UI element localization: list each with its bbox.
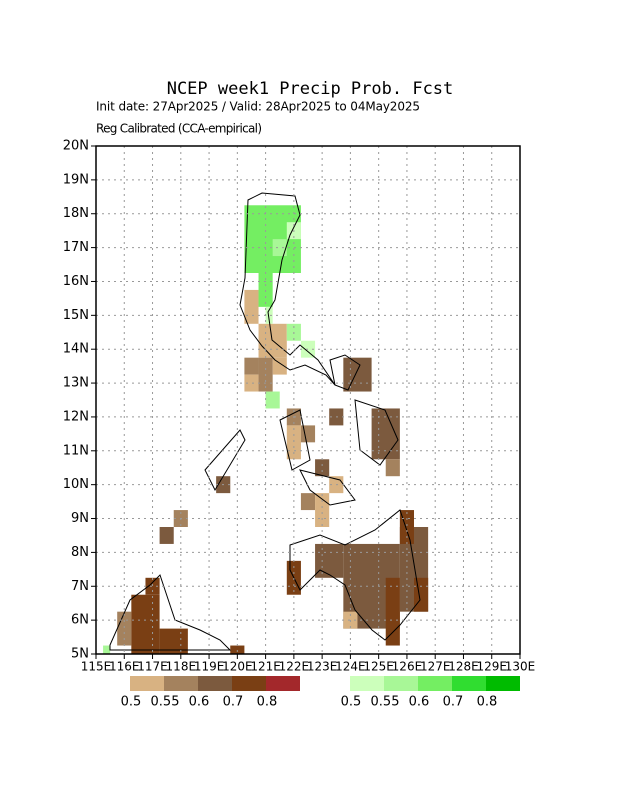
y-tick-label: 19N	[63, 172, 89, 187]
colorbar-swatch	[452, 676, 486, 691]
prob-cell	[272, 239, 287, 257]
colorbar-swatch	[198, 676, 232, 691]
colorbar-label: 0.5	[121, 695, 142, 710]
colorbar-label: 0.7	[443, 695, 464, 710]
y-tick-label: 11N	[63, 443, 89, 458]
x-tick-label: 121E	[250, 660, 281, 674]
chart-title: NCEP week1 Precip Prob. Fcst	[167, 79, 454, 99]
x-tick-label: 122E	[279, 660, 310, 674]
x-tick-label: 128E	[448, 660, 479, 674]
note: Reg Calibrated (CCA-empirical)	[96, 122, 262, 136]
subtitle: Init date: 27Apr2025 / Valid: 28Apr2025 …	[96, 100, 420, 114]
x-tick-label: 118E	[166, 660, 197, 674]
x-tick-label: 125E	[363, 660, 394, 674]
prob-cell	[258, 273, 273, 307]
colorbar-swatch	[232, 676, 266, 691]
colorbar-swatch	[164, 676, 198, 691]
y-tick-label: 13N	[63, 376, 89, 391]
y-tick-label: 20N	[63, 139, 89, 154]
prob-cell	[315, 543, 344, 578]
prob-cell	[244, 357, 259, 375]
colorbar-label: 0.55	[151, 695, 180, 710]
y-tick-label: 10N	[63, 477, 89, 492]
y-tick-label: 8N	[71, 545, 89, 560]
colorbar-swatch	[266, 676, 300, 691]
colorbar-label: 0.6	[409, 695, 430, 710]
prob-cell	[315, 459, 330, 477]
prob-cell	[265, 391, 280, 409]
prob-cell	[159, 527, 174, 544]
y-tick-label: 5N	[71, 647, 89, 662]
colorbar-label: 0.6	[189, 695, 210, 710]
x-tick-label: 115E	[81, 660, 112, 674]
prob-cell	[385, 459, 400, 477]
colorbar-label: 0.8	[477, 695, 498, 710]
y-tick-label: 18N	[63, 206, 89, 221]
x-tick-label: 126E	[392, 660, 423, 674]
colorbar-label: 0.7	[223, 695, 244, 710]
colorbar-swatch	[130, 676, 164, 691]
prob-cell	[286, 425, 301, 460]
prob-cell	[131, 594, 160, 654]
coastline	[109, 192, 421, 651]
prob-cell	[385, 577, 400, 646]
y-tick-label: 14N	[63, 342, 89, 357]
y-tick-label: 9N	[71, 511, 89, 526]
y-tick-label: 15N	[63, 308, 89, 323]
prob-cell	[103, 645, 111, 654]
colorbar-swatch	[418, 676, 452, 691]
colorbar-label: 0.5	[341, 695, 362, 710]
x-tick-label: 127E	[420, 660, 451, 674]
plot-frame	[95, 145, 521, 655]
prob-cell	[117, 611, 132, 646]
colorbar-label: 0.8	[257, 695, 278, 710]
x-tick-label: 120E	[222, 660, 253, 674]
y-tick-label: 12N	[63, 409, 89, 424]
colorbar-swatch	[384, 676, 418, 691]
x-tick-label: 129E	[476, 660, 507, 674]
prob-cell	[414, 577, 429, 612]
y-tick-label: 16N	[63, 274, 89, 289]
colorbar-label: 0.55	[371, 695, 400, 710]
prob-cell	[244, 289, 259, 324]
x-tick-label: 119E	[194, 660, 225, 674]
prob-cell	[230, 645, 245, 654]
x-tick-label: 130E	[505, 660, 536, 674]
prob-cell	[244, 374, 259, 392]
prob-cell	[300, 493, 316, 511]
prob-cell	[315, 493, 330, 527]
x-tick-label: 116E	[109, 660, 140, 674]
prob-cell	[300, 425, 316, 443]
prob-cell	[265, 306, 273, 324]
x-tick-label: 117E	[137, 660, 168, 674]
y-tick-label: 6N	[71, 613, 89, 628]
x-tick-label: 123E	[307, 660, 338, 674]
colorbar-swatch	[486, 676, 520, 691]
y-tick-label: 7N	[71, 579, 89, 594]
prob-cell	[272, 357, 287, 375]
y-tick-label: 17N	[63, 240, 89, 255]
prob-cell	[145, 577, 160, 595]
x-tick-label: 124E	[335, 660, 366, 674]
colorbar-swatch	[350, 676, 384, 691]
